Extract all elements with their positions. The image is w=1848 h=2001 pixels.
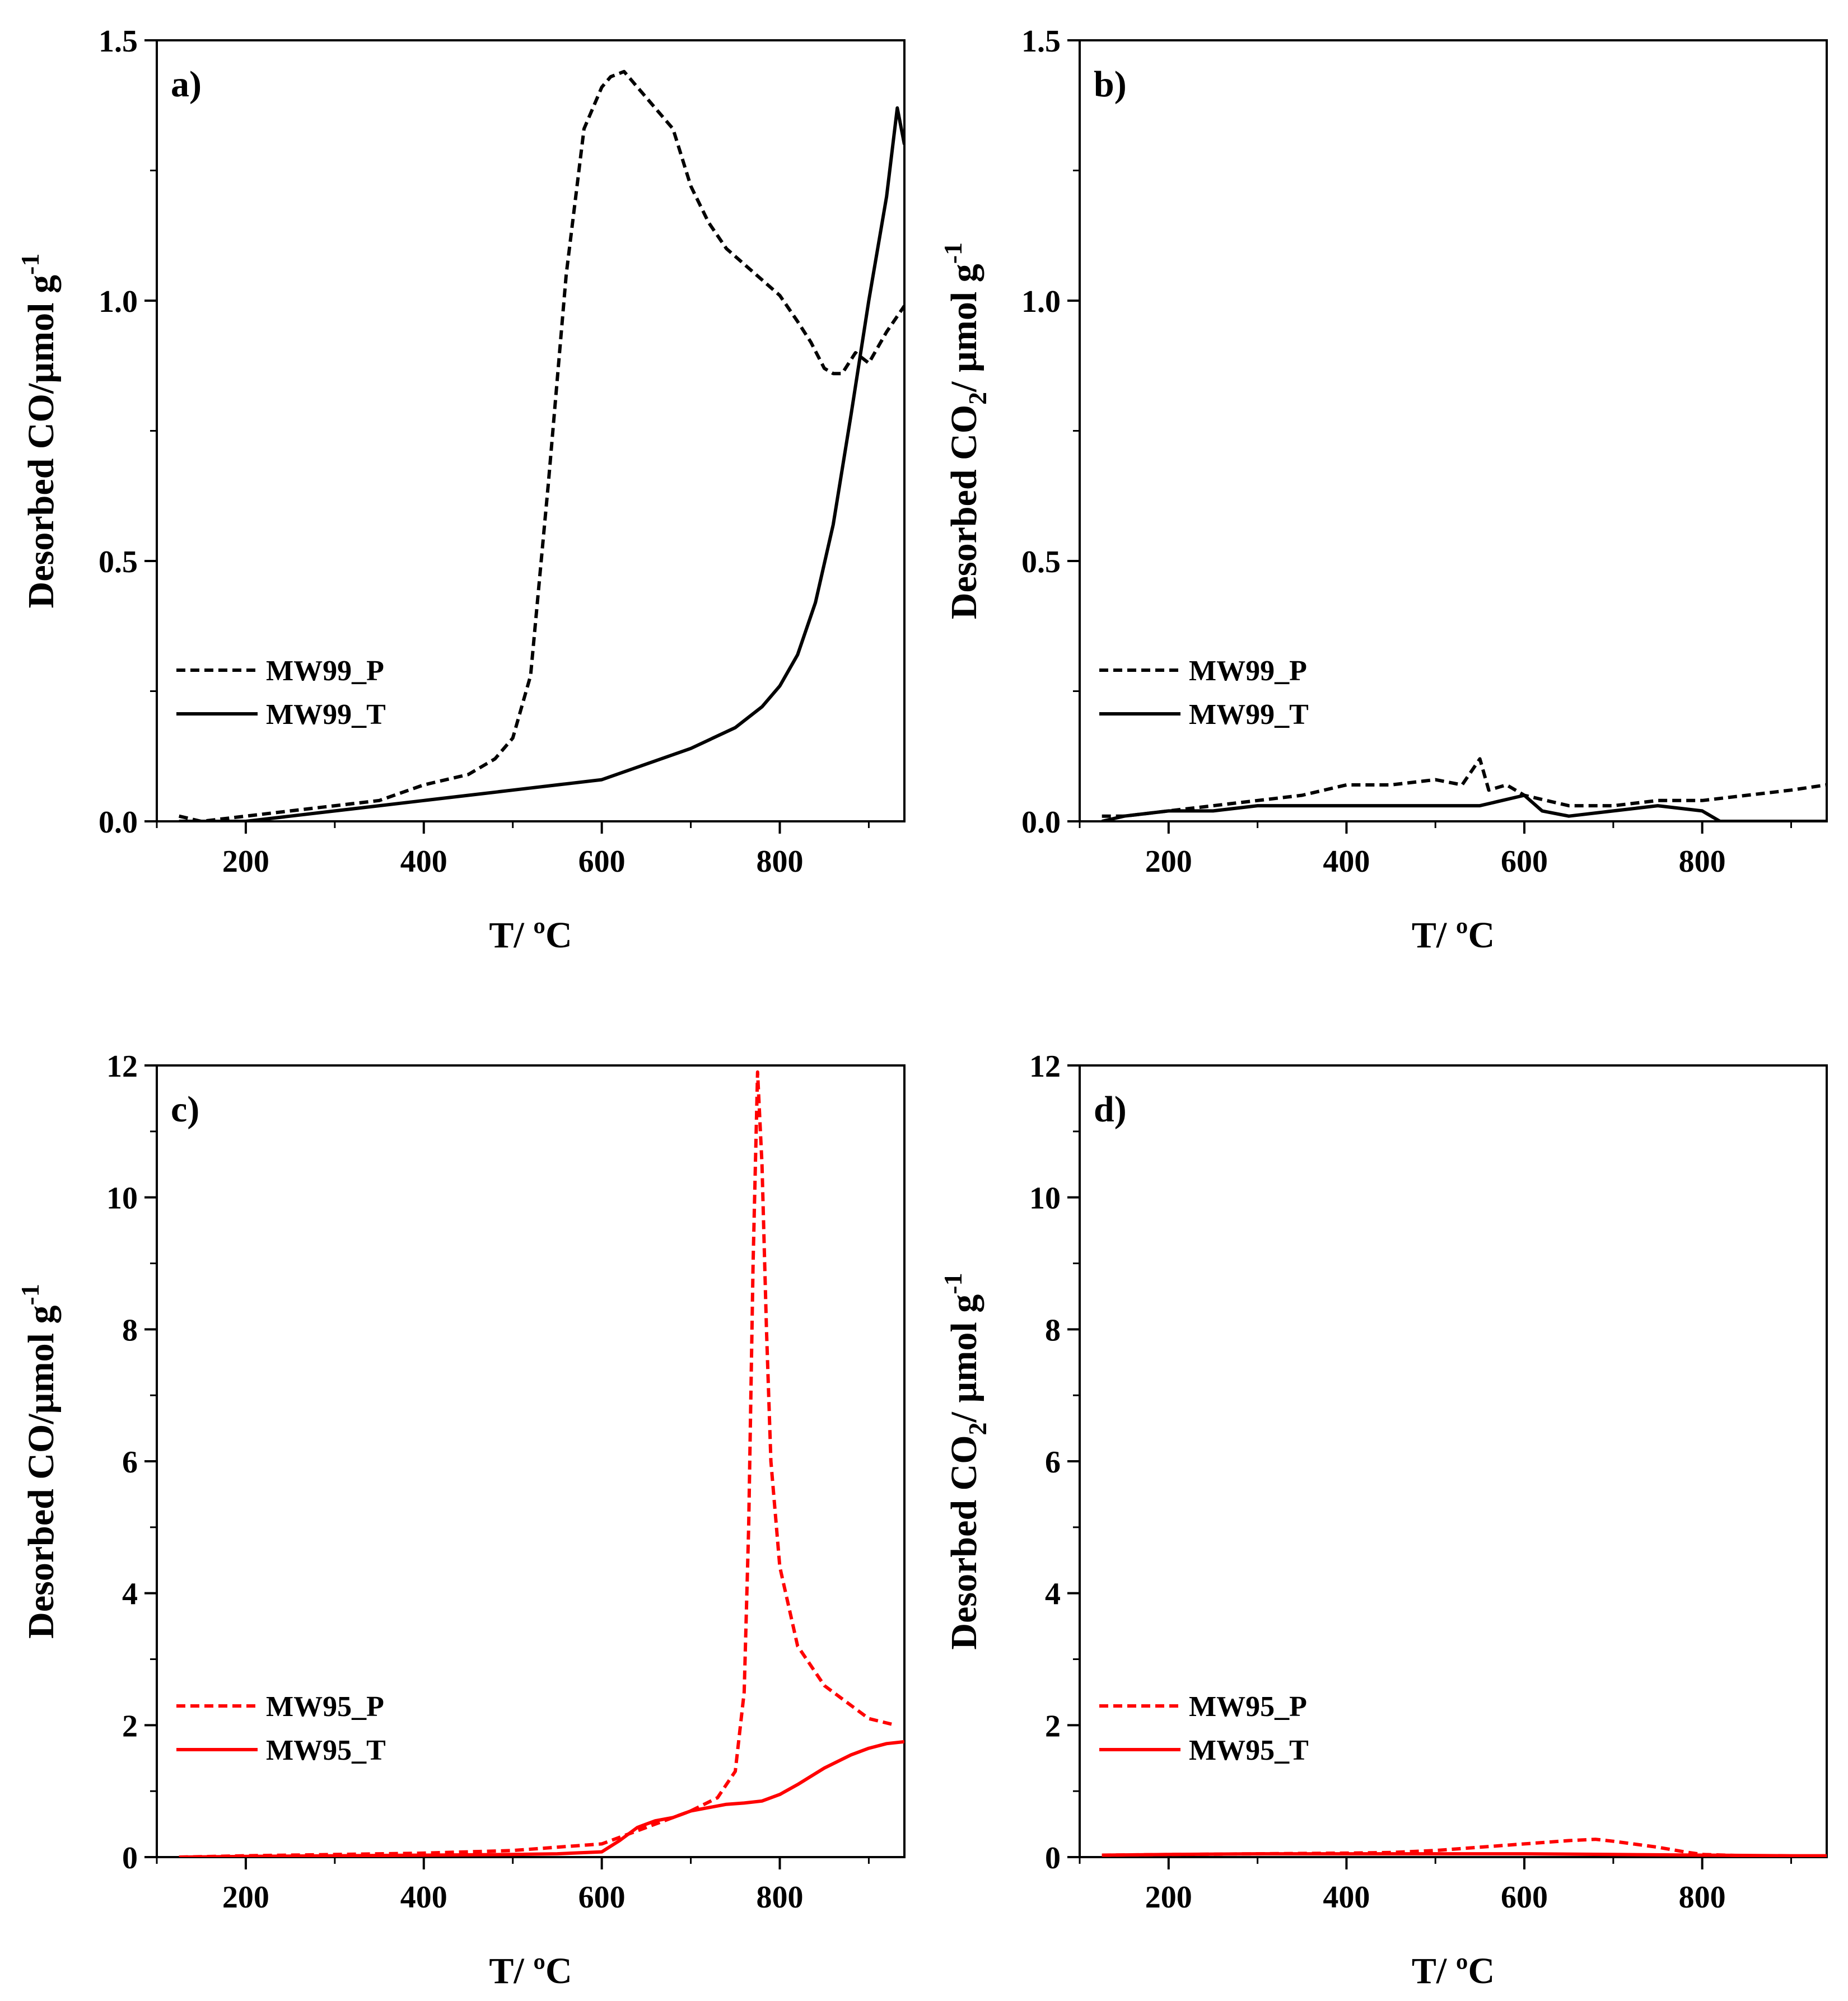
panel-label: a) — [171, 64, 202, 105]
x-tick-label: 600 — [1501, 1880, 1548, 1915]
y-tick-label: 1.0 — [99, 284, 138, 319]
x-axis-title: T/ ºC — [1412, 915, 1495, 956]
y-tick-label: 2 — [1045, 1709, 1061, 1743]
series-line-mw95-p — [179, 1070, 896, 1857]
y-tick-label: 0.0 — [99, 805, 138, 840]
y-tick-label: 8 — [1045, 1313, 1061, 1348]
y-tick-label: 4 — [122, 1577, 138, 1612]
x-tick-label: 400 — [400, 844, 447, 879]
y-tick-label: 10 — [106, 1181, 138, 1216]
y-axis-title: Desorbed CO2/ µmol g-1 — [939, 242, 992, 619]
legend-label: MW99_P — [1189, 655, 1307, 687]
y-tick-label: 12 — [106, 1049, 138, 1084]
x-tick-label: 400 — [400, 1880, 447, 1915]
series-line-mw99-p — [179, 69, 904, 821]
y-axis-title: Desorbed CO/µmol g-1 — [16, 254, 62, 609]
y-axis-title-text: / µmol g — [944, 1294, 984, 1423]
x-tick-label: 200 — [222, 844, 269, 879]
y-tick-label: 12 — [1029, 1049, 1061, 1084]
panel-label: b) — [1094, 64, 1127, 105]
y-tick-label: 1.5 — [1021, 24, 1061, 59]
y-axis-title-superscript: -1 — [16, 254, 44, 275]
y-axis-title-subscript: 2 — [963, 1422, 992, 1435]
y-tick-label: 0 — [1045, 1841, 1061, 1876]
y-axis-title-text: Desorbed CO — [944, 405, 984, 619]
x-axis-title: T/ ºC — [1412, 1951, 1495, 1991]
legend-label: MW99_P — [266, 655, 384, 687]
y-tick-label: 2 — [122, 1709, 138, 1743]
x-tick-label: 200 — [222, 1880, 269, 1915]
series-line-mw99-t — [1102, 793, 1827, 821]
x-tick-label: 200 — [1145, 844, 1192, 879]
legend-label: MW95_T — [266, 1734, 386, 1766]
y-tick-label: 6 — [122, 1445, 138, 1480]
y-tick-label: 1.0 — [1021, 284, 1061, 319]
panel-label: c) — [171, 1089, 199, 1130]
y-tick-label: 10 — [1029, 1181, 1061, 1216]
y-tick-label: 0 — [122, 1841, 138, 1876]
y-tick-label: 4 — [1045, 1577, 1061, 1612]
y-tick-label: 0.5 — [99, 545, 138, 579]
x-tick-label: 600 — [1501, 844, 1548, 879]
y-tick-label: 8 — [122, 1313, 138, 1348]
y-axis-title: Desorbed CO/µmol g-1 — [16, 1284, 62, 1639]
y-axis-title-superscript: -1 — [939, 242, 967, 264]
y-axis-title-text: / µmol g — [944, 264, 984, 392]
y-tick-label: 0.5 — [1021, 545, 1061, 579]
x-tick-label: 800 — [1679, 1880, 1726, 1915]
series-line-mw95-t — [1102, 1852, 1827, 1857]
x-tick-label: 600 — [578, 844, 626, 879]
y-axis-title: Desorbed CO2/ µmol g-1 — [939, 1273, 992, 1649]
legend-label: MW95_P — [1189, 1691, 1307, 1723]
x-tick-label: 800 — [1679, 844, 1726, 879]
panel-b-co2-mw99: 200 400 600 800 0.0 0.5 1.0 1.5 T/ ºC Desorbed CO… — [939, 24, 1828, 956]
x-axis-title: T/ ºC — [489, 915, 572, 956]
legend-label: MW99_T — [266, 699, 386, 731]
x-tick-label: 400 — [1323, 1880, 1370, 1915]
legend-label: MW95_P — [266, 1691, 384, 1723]
x-tick-label: 800 — [757, 844, 804, 879]
y-tick-label: 1.5 — [99, 24, 138, 59]
series-line-mw99-p — [1102, 757, 1827, 818]
x-tick-label: 600 — [578, 1880, 626, 1915]
y-axis-title-superscript: -1 — [16, 1284, 44, 1305]
y-axis-title-text: Desorbed CO/µmol g — [21, 275, 62, 608]
legend-label: MW99_T — [1189, 699, 1309, 731]
panel-c-co-mw95: 200 400 600 800 0 2 4 6 8 10 12 T/ ºC Desorbed CO/µm… — [16, 1049, 906, 1991]
legend-label: MW95_T — [1189, 1734, 1309, 1766]
series-line-mw95-t — [179, 1740, 904, 1857]
panel-a-co-mw99: 200 400 600 800 0.0 0.5 1.0 1.5 T/ ºC Desorbed CO… — [16, 24, 906, 956]
y-axis-title-text: Desorbed CO — [944, 1435, 984, 1649]
y-tick-label: 6 — [1045, 1445, 1061, 1480]
x-tick-label: 400 — [1323, 844, 1370, 879]
y-axis-title-text: Desorbed CO/µmol g — [21, 1306, 62, 1639]
x-axis-title: T/ ºC — [489, 1951, 572, 1991]
x-tick-label: 800 — [757, 1880, 804, 1915]
x-tick-label: 200 — [1145, 1880, 1192, 1915]
y-axis-title-subscript: 2 — [963, 392, 992, 405]
y-axis-title-superscript: -1 — [939, 1273, 967, 1294]
series-line-mw99-t — [179, 106, 904, 821]
panel-label: d) — [1094, 1089, 1127, 1130]
y-tick-label: 0.0 — [1021, 805, 1061, 840]
